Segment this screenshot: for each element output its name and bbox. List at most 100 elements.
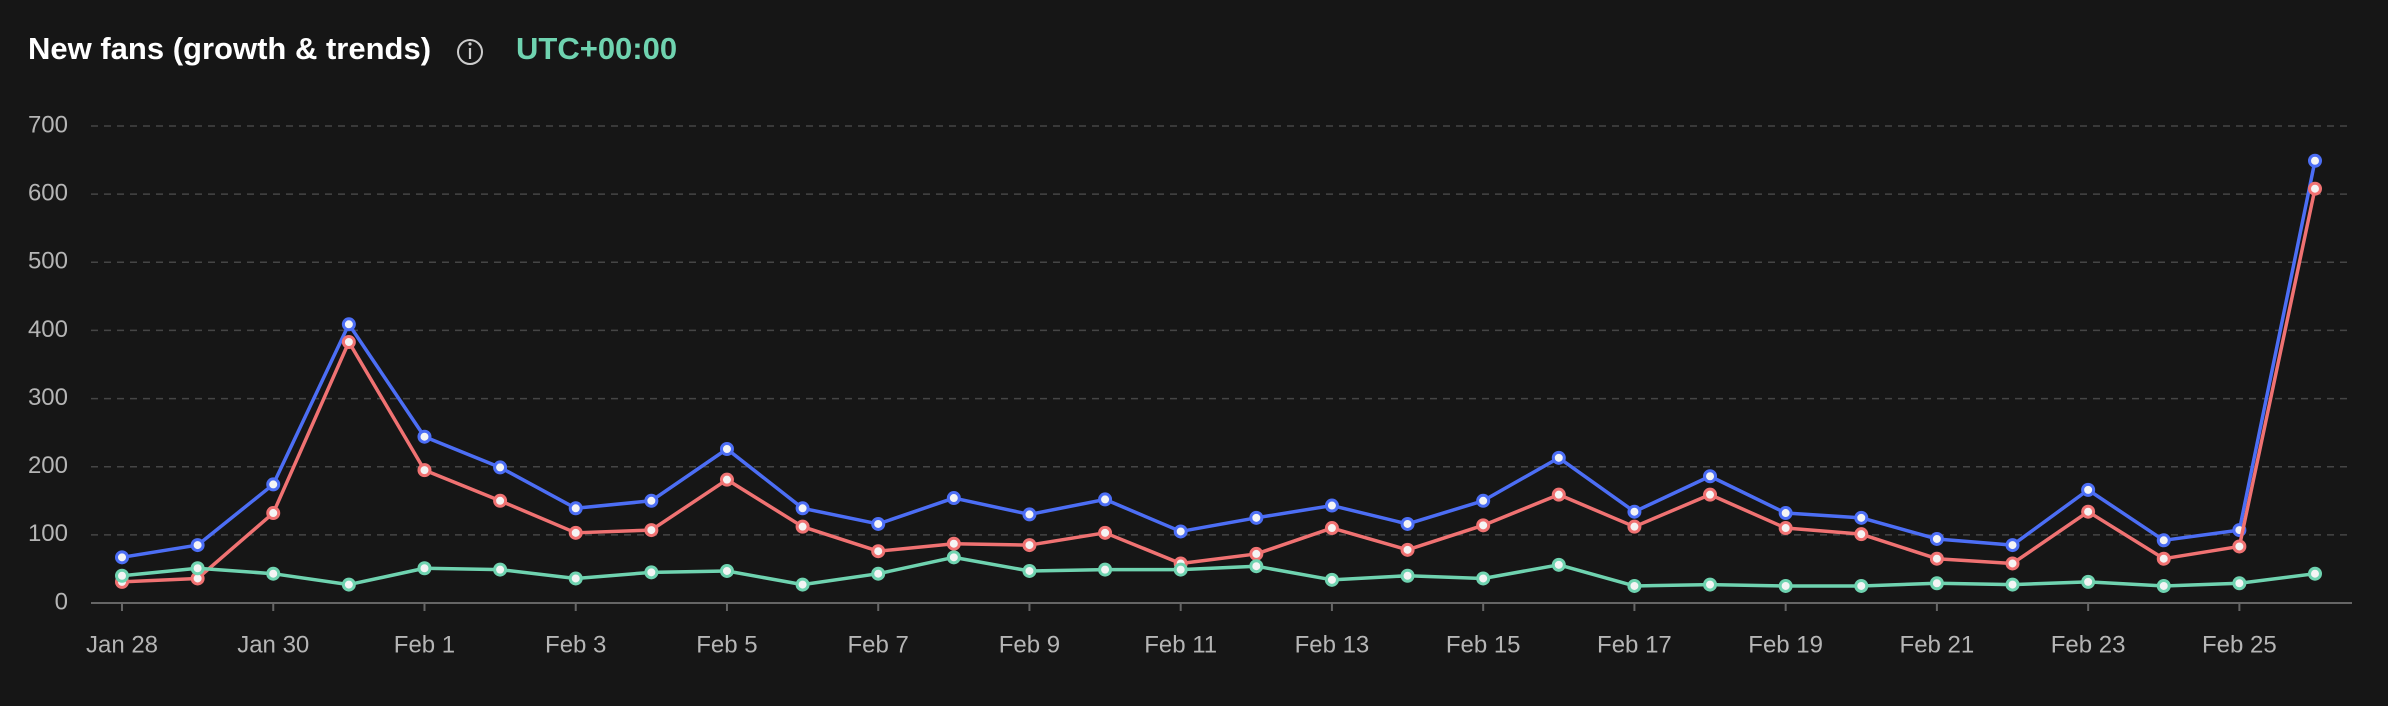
data-point xyxy=(644,523,659,538)
data-point xyxy=(1022,507,1037,522)
data-point xyxy=(568,501,583,516)
data-point xyxy=(871,516,886,531)
y-tick-label: 400 xyxy=(28,316,68,343)
data-point xyxy=(795,519,810,534)
x-tick-label: Feb 21 xyxy=(1900,631,1975,658)
y-tick-label: 100 xyxy=(28,520,68,547)
data-point xyxy=(1173,524,1188,539)
data-point xyxy=(1778,578,1793,593)
data-point xyxy=(795,577,810,592)
data-point xyxy=(2308,181,2322,196)
x-tick-label: Feb 1 xyxy=(394,631,455,658)
info-icon[interactable] xyxy=(457,39,483,65)
data-point xyxy=(1324,521,1339,536)
data-point xyxy=(2005,538,2020,553)
data-point xyxy=(341,335,356,350)
data-point xyxy=(795,501,810,516)
data-point xyxy=(568,525,583,540)
data-point xyxy=(1551,487,1566,502)
x-tick-label: Jan 30 xyxy=(237,631,309,658)
data-point xyxy=(190,538,205,553)
data-point xyxy=(115,568,129,583)
data-point xyxy=(1854,578,1869,593)
data-point xyxy=(2156,533,2171,548)
data-point xyxy=(1854,527,1869,542)
series-line xyxy=(121,555,2316,588)
x-tick-label: Feb 3 xyxy=(545,631,606,658)
x-tick-label: Feb 23 xyxy=(2051,631,2126,658)
y-tick-label: 300 xyxy=(28,384,68,411)
data-point xyxy=(1249,546,1264,561)
x-tick-label: Feb 11 xyxy=(1144,631,1217,658)
data-point xyxy=(946,550,961,565)
data-point xyxy=(946,491,961,506)
data-point xyxy=(417,429,432,444)
data-point xyxy=(266,506,281,521)
data-point xyxy=(1929,576,1944,591)
info-dot xyxy=(468,42,472,46)
data-point xyxy=(1098,562,1113,577)
data-point xyxy=(2081,574,2096,589)
x-tick-label: Feb 25 xyxy=(2202,631,2277,658)
data-point xyxy=(1400,568,1415,583)
data-point xyxy=(493,460,508,475)
x-tick-label: Feb 7 xyxy=(848,631,909,658)
data-point xyxy=(1249,510,1264,525)
data-point xyxy=(1551,557,1566,572)
data-point xyxy=(2232,576,2247,591)
data-point xyxy=(1098,492,1113,507)
data-point xyxy=(2232,539,2247,554)
data-point xyxy=(1324,498,1339,513)
data-point xyxy=(871,566,886,581)
data-point xyxy=(1400,542,1415,557)
x-tick-label: Feb 15 xyxy=(1446,631,1521,658)
data-point xyxy=(2156,578,2171,593)
series-line xyxy=(121,160,2317,560)
data-point xyxy=(644,565,659,580)
data-point xyxy=(266,477,281,492)
data-point xyxy=(2081,482,2096,497)
data-point xyxy=(266,566,281,581)
data-point xyxy=(1627,578,1642,593)
data-point xyxy=(568,571,583,586)
data-point xyxy=(1627,519,1642,534)
data-point xyxy=(946,536,961,551)
data-point xyxy=(1022,538,1037,553)
data-point xyxy=(1173,562,1188,577)
info-circle[interactable] xyxy=(457,39,483,65)
data-point xyxy=(871,544,886,559)
x-tick-label: Feb 17 xyxy=(1597,631,1672,658)
data-point xyxy=(1476,518,1491,533)
data-point xyxy=(1929,531,1944,546)
data-point xyxy=(719,472,734,487)
series-line xyxy=(121,188,2317,584)
y-tick-label: 500 xyxy=(28,248,68,275)
data-point xyxy=(1703,487,1718,502)
data-point xyxy=(2308,566,2322,581)
data-point xyxy=(1703,469,1718,484)
data-point xyxy=(493,562,508,577)
data-point xyxy=(341,317,356,332)
data-point xyxy=(417,561,432,576)
data-point xyxy=(1249,559,1264,574)
chart-title: New fans (growth & trends) xyxy=(28,31,431,66)
y-tick-label: 600 xyxy=(28,179,68,206)
x-tick-label: Feb 19 xyxy=(1748,631,1823,658)
data-point xyxy=(115,550,129,565)
data-point xyxy=(190,561,205,576)
data-point xyxy=(1854,510,1869,525)
data-point xyxy=(644,493,659,508)
y-tick-label: 700 xyxy=(28,111,68,138)
data-point xyxy=(1324,572,1339,587)
data-point xyxy=(719,441,734,456)
data-point xyxy=(2156,551,2171,566)
data-point xyxy=(1929,551,1944,566)
data-point xyxy=(1476,571,1491,586)
data-point xyxy=(1551,450,1566,465)
data-point xyxy=(1627,504,1642,519)
x-tick-label: Feb 9 xyxy=(999,631,1060,658)
y-tick-label: 200 xyxy=(28,452,68,479)
